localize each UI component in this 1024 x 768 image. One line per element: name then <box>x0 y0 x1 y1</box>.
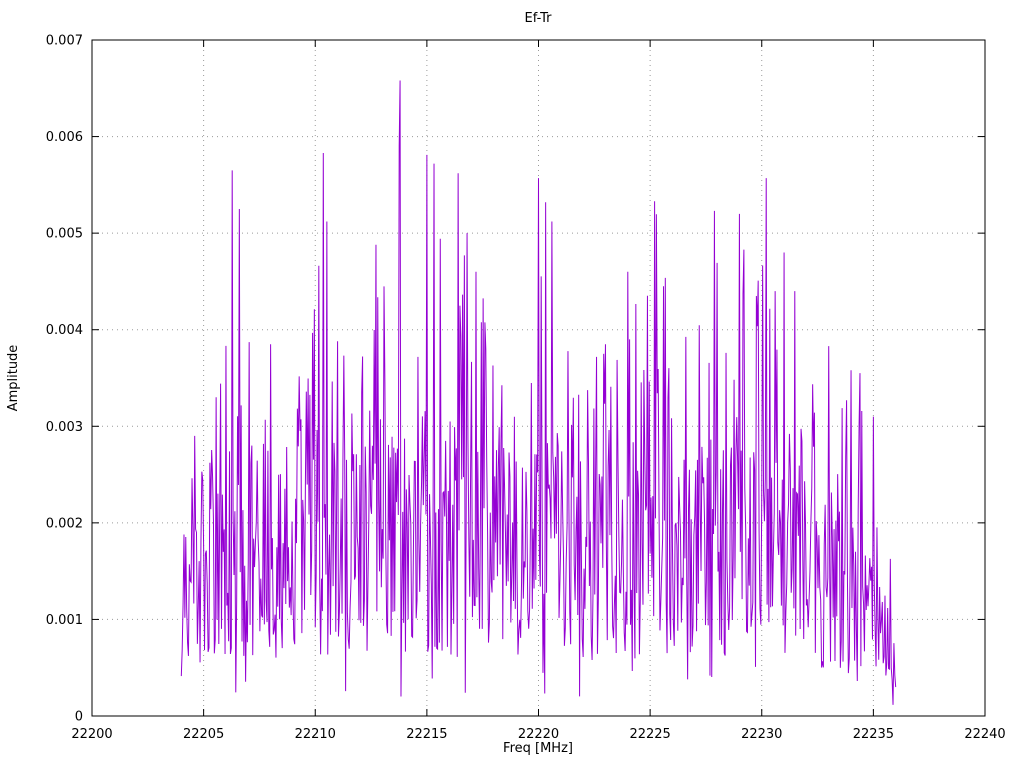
y-tick-labels: 0 0.001 0.002 0.003 0.004 0.005 0.006 0.007 <box>46 34 83 725</box>
chart-title: Ef-Tr <box>525 11 553 26</box>
y-tick-label: 0.005 <box>46 227 83 242</box>
x-tick-label: 22200 <box>71 727 112 742</box>
x-tick-label: 22215 <box>406 727 447 742</box>
x-tick-labels: 22200 22205 22210 22215 22220 22225 22230 22235… <box>71 727 1005 742</box>
x-tick-label: 22225 <box>629 727 670 742</box>
series-layer <box>180 80 897 705</box>
y-axis-label: Amplitude <box>6 345 21 412</box>
y-tick-label: 0.006 <box>46 130 83 145</box>
x-tick-label: 22205 <box>183 727 224 742</box>
y-tick-label: 0.001 <box>46 613 83 628</box>
y-tick-label: 0 <box>75 710 83 725</box>
spectrum-series-line <box>180 80 897 705</box>
y-tick-label: 0.007 <box>46 34 83 49</box>
y-tick-label: 0.003 <box>46 420 83 435</box>
x-tick-label: 22220 <box>518 727 559 742</box>
x-tick-label: 22230 <box>741 727 782 742</box>
y-tick-label: 0.004 <box>46 323 83 338</box>
x-tick-label: 22210 <box>295 727 336 742</box>
x-tick-label: 22240 <box>964 727 1005 742</box>
x-tick-label: 22235 <box>853 727 894 742</box>
y-tick-label: 0.002 <box>46 516 83 531</box>
axes <box>91 39 986 717</box>
x-axis-label: Freq [MHz] <box>503 741 573 756</box>
